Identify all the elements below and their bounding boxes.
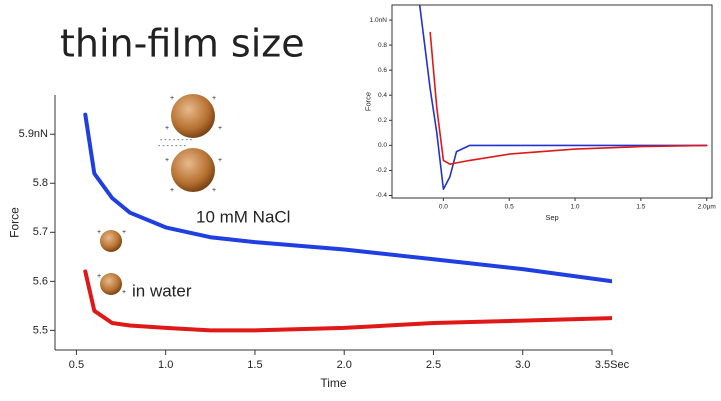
data-line xyxy=(429,31,708,165)
y-tick-label: 0.6 xyxy=(378,67,387,74)
data-line xyxy=(83,112,612,284)
data-line xyxy=(83,269,612,333)
x-tick-label: 1.0 xyxy=(571,204,580,211)
series-label: 10 mM NaCl xyxy=(196,207,290,226)
y-tick-label: 1.0nN xyxy=(370,17,388,24)
x-axis-label: Time xyxy=(320,376,347,390)
svg-text:+: + xyxy=(170,187,174,194)
svg-text:+: + xyxy=(218,157,222,164)
x-tick-label: 1.0 xyxy=(158,359,173,371)
svg-text:+: + xyxy=(212,187,216,194)
y-tick-label: 5.8 xyxy=(33,177,48,189)
x-tick-label: 3.0 xyxy=(515,359,530,371)
x-tick-label: 2.0µm xyxy=(698,204,716,211)
y-tick-label: 5.7 xyxy=(33,226,48,238)
y-tick-label: 5.5 xyxy=(33,324,48,336)
y-axis-label: Force xyxy=(364,92,373,111)
svg-text:+: + xyxy=(122,229,126,236)
x-tick-label: 0.0 xyxy=(439,204,448,211)
y-tick-label: -0.2 xyxy=(376,167,388,174)
svg-text:+: + xyxy=(170,95,174,102)
series-label: in water xyxy=(132,281,192,300)
svg-text:- - - - - - -: - - - - - - - xyxy=(158,143,187,150)
svg-text:+: + xyxy=(218,125,222,132)
y-tick-label: 0.8 xyxy=(378,42,387,49)
x-tick-label: 2.5 xyxy=(426,359,441,371)
x-axis-label: Sep xyxy=(545,213,558,222)
y-tick-label: 0.2 xyxy=(378,117,387,124)
x-tick-label: 1.5 xyxy=(636,204,645,211)
plot-area xyxy=(83,112,612,333)
svg-text:+: + xyxy=(97,229,101,236)
y-axis-label: Force xyxy=(8,207,22,238)
y-tick-label: -0.4 xyxy=(376,192,388,199)
x-tick-label: 2.0 xyxy=(337,359,352,371)
inset-frame xyxy=(391,4,713,199)
slide-title: thin-film size xyxy=(60,22,305,66)
svg-text:- - - - - - - -: - - - - - - - - xyxy=(160,137,193,144)
plot-area xyxy=(418,5,708,190)
x-tick-label: 0.5 xyxy=(505,204,514,211)
y-tick-label: 5.9nN xyxy=(19,128,48,140)
svg-text:+: + xyxy=(165,125,169,132)
svg-text:+: + xyxy=(122,289,126,296)
svg-text:+: + xyxy=(97,273,101,280)
y-tick-label: 0.4 xyxy=(378,92,387,99)
svg-text:+: + xyxy=(212,95,216,102)
y-tick-label: 5.6 xyxy=(33,275,48,287)
svg-text:+: + xyxy=(165,157,169,164)
y-tick-label: 0.0 xyxy=(378,142,387,149)
data-line xyxy=(418,5,708,190)
x-tick-label: 0.5 xyxy=(69,359,84,371)
x-tick-label: 3.5Sec xyxy=(595,359,630,371)
particle-illustration: + + + + + + + + - - - - - - - -- - - - - - - +… xyxy=(97,94,222,296)
x-tick-label: 1.5 xyxy=(247,359,262,371)
